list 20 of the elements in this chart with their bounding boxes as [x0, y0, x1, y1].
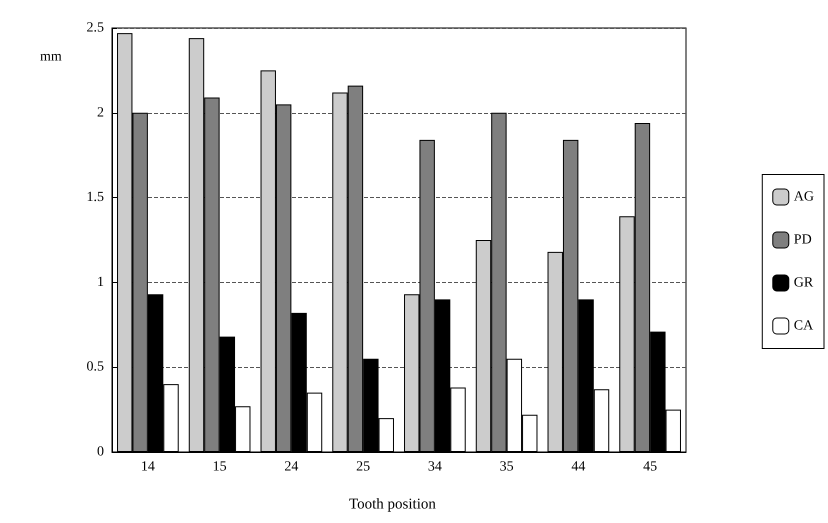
- x-axis-title: Tooth position: [349, 496, 436, 512]
- legend-label: GR: [794, 276, 814, 290]
- x-tick-label: 24: [284, 460, 298, 474]
- y-tick-label: 0.5: [86, 360, 104, 375]
- legend-label: PD: [794, 232, 812, 248]
- x-tick-label: 45: [643, 460, 658, 474]
- x-tick-label: 35: [500, 460, 514, 474]
- y-axis-title: mm: [40, 50, 62, 64]
- legend-label: CA: [794, 318, 814, 334]
- y-tick-label: 1: [97, 274, 104, 290]
- x-tick-label: 15: [212, 460, 227, 474]
- y-tick-label: 2.5: [86, 20, 104, 36]
- legend-label: AG: [794, 190, 814, 204]
- y-tick-label: 0: [97, 444, 104, 460]
- x-tick-label: 44: [571, 460, 586, 474]
- y-tick-label: 1.5: [86, 190, 104, 206]
- x-tick-label: 14: [140, 460, 155, 474]
- x-tick-label: 34: [428, 460, 442, 474]
- x-tick-label: 25: [356, 460, 370, 474]
- y-tick-label: 2: [97, 105, 104, 120]
